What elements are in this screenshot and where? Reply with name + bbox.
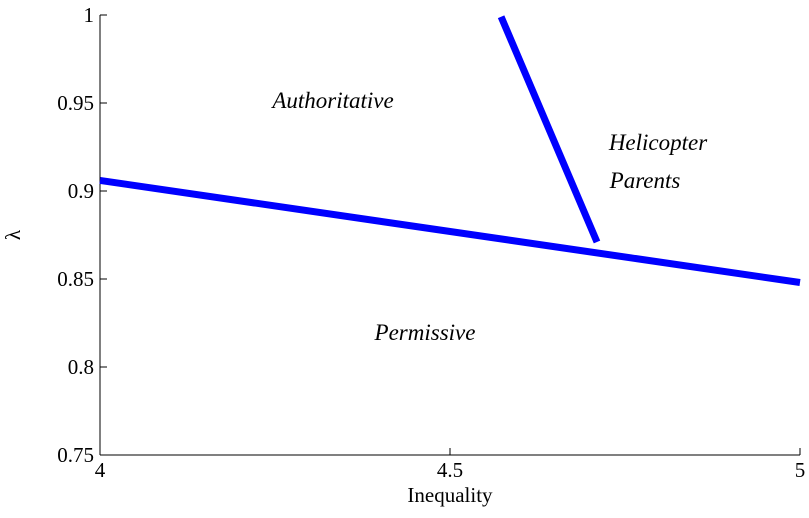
region-label: Authoritative xyxy=(270,88,393,113)
boundary-line xyxy=(99,176,801,286)
y-tick-label: 0.9 xyxy=(68,179,94,203)
x-tick-label: 4 xyxy=(95,458,106,482)
y-tick-label: 0.75 xyxy=(57,443,94,467)
region-label: Permissive xyxy=(374,320,476,345)
y-tick-label: 0.8 xyxy=(68,355,94,379)
y-tick-label: 1 xyxy=(84,3,95,27)
x-axis-label: Inequality xyxy=(407,483,493,507)
y-axis-label: λ xyxy=(1,229,25,240)
region-label: Helicopter xyxy=(608,130,708,155)
x-tick-label: 5 xyxy=(795,458,806,482)
x-tick-label: 4.5 xyxy=(437,458,463,482)
y-tick-label: 0.95 xyxy=(57,91,94,115)
boundary-line xyxy=(497,15,601,244)
region-label: Parents xyxy=(609,168,681,193)
y-tick-label: 0.85 xyxy=(57,267,94,291)
